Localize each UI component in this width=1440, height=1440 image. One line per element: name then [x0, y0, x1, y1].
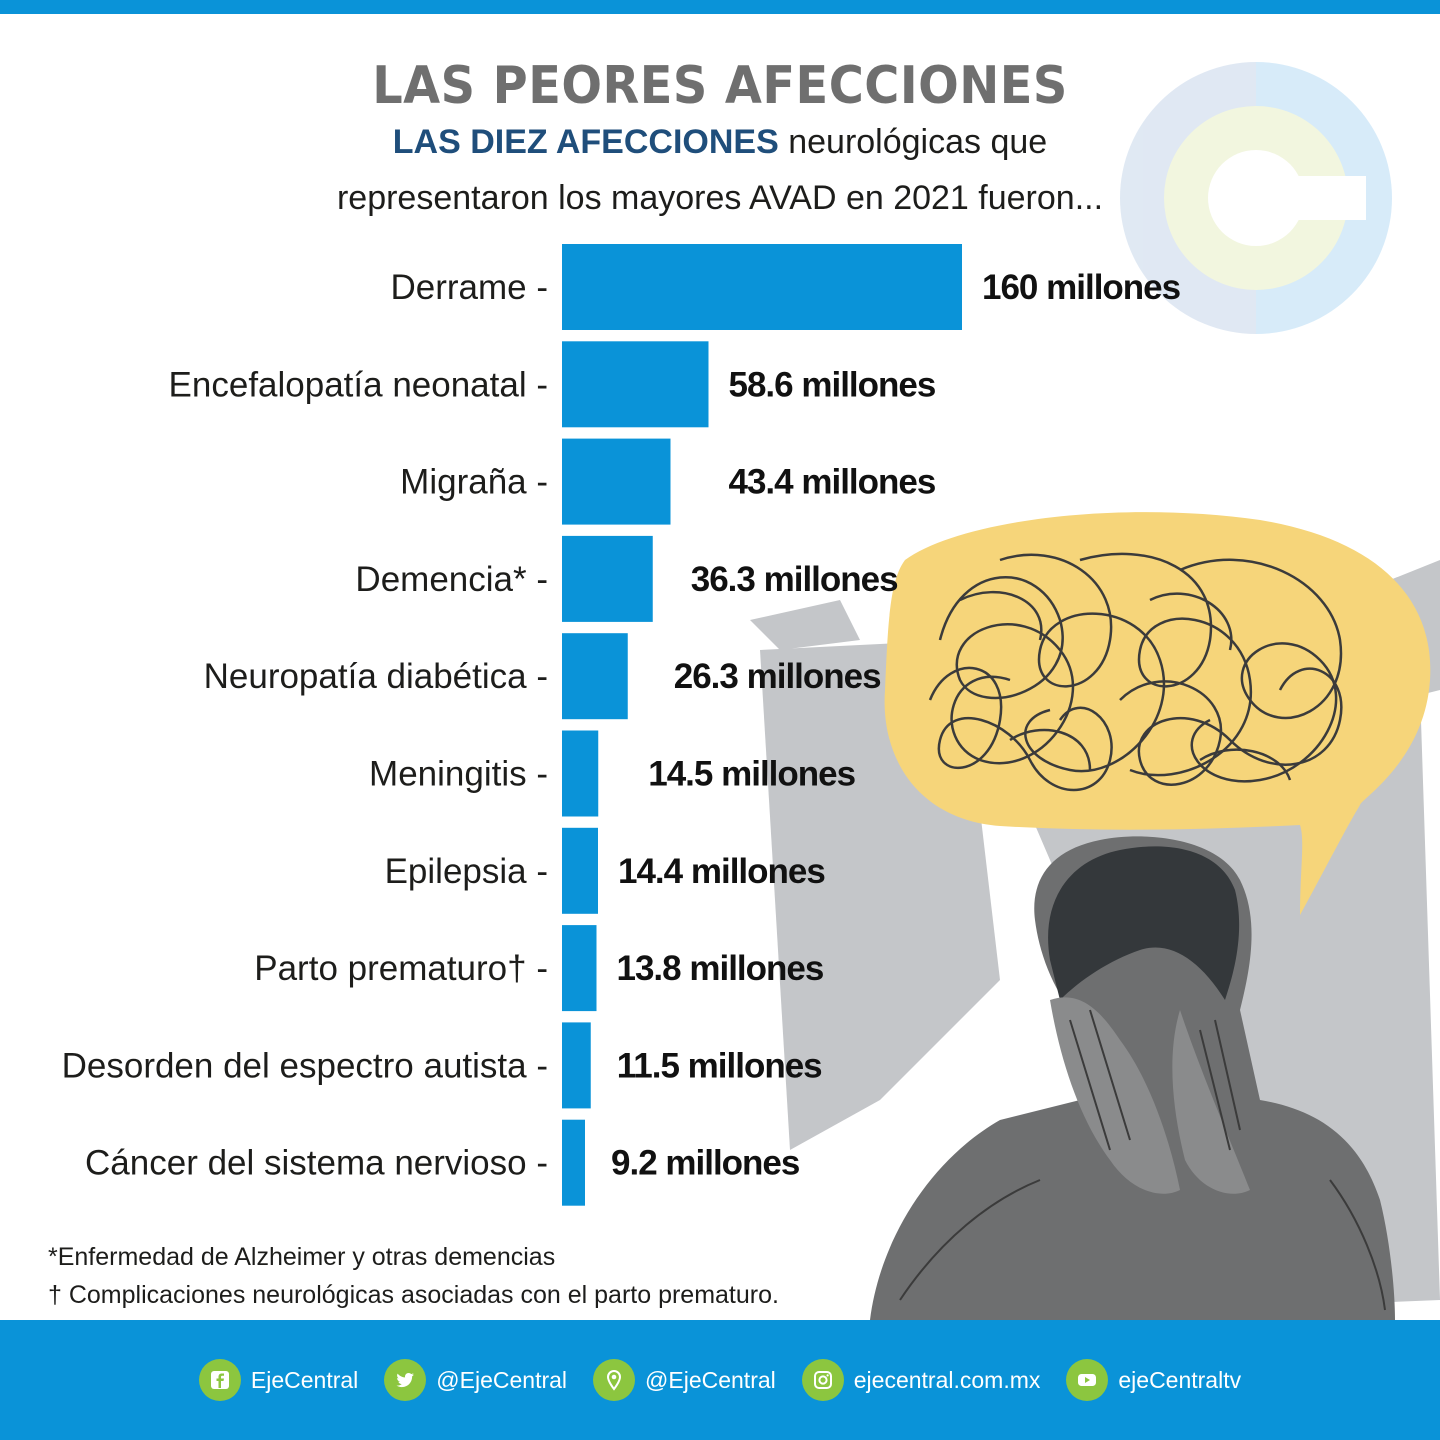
- location-pin-icon: [593, 1359, 636, 1401]
- bar-1: [562, 244, 962, 330]
- thought-bubble: [884, 512, 1431, 915]
- bar-6: [562, 730, 599, 817]
- category-label-6: Meningitis -: [369, 755, 548, 794]
- distressed-person: [870, 836, 1395, 1320]
- value-label-7: 14.4 millones: [618, 852, 825, 891]
- footnote-preterm: † Complicaciones neurológicas asociadas …: [48, 1281, 779, 1309]
- category-label-1: Derrame -: [390, 268, 548, 307]
- category-label-2: Encefalopatía neonatal -: [169, 365, 548, 404]
- social-instagram[interactable]: ejecentral.com.mx: [801, 1359, 1041, 1401]
- bar-4: [562, 535, 653, 622]
- footnote-dementia: *Enfermedad de Alzheimer y otras demenci…: [48, 1243, 556, 1271]
- subtitle-emphasis: LAS DIEZ AFECCIONES: [392, 123, 779, 161]
- category-label-9: Desorden del espectro autista -: [62, 1046, 548, 1085]
- category-label-4: Demencia* -: [355, 560, 548, 599]
- location-label: @EjeCentral: [645, 1366, 776, 1393]
- bar-7: [562, 827, 598, 914]
- social-footer: EjeCentral @EjeCentral @EjeCentral ejece…: [0, 1320, 1440, 1440]
- bar-9: [562, 1022, 591, 1109]
- subtitle-line1: neurológicas que: [778, 123, 1048, 161]
- youtube-label: ejeCentraltv: [1118, 1366, 1242, 1393]
- twitter-icon: [384, 1359, 427, 1401]
- bar-3: [562, 438, 671, 525]
- page-title: LAS PEORES AFECCIONES: [372, 56, 1068, 116]
- social-facebook[interactable]: EjeCentral: [198, 1359, 359, 1401]
- page-subtitle: LAS DIEZ AFECCIONES neurológicas que rep…: [260, 114, 1180, 226]
- bar-2: [562, 341, 709, 428]
- value-label-5: 26.3 millones: [674, 657, 881, 696]
- instagram-label: ejecentral.com.mx: [853, 1366, 1041, 1393]
- value-label-4: 36.3 millones: [691, 560, 898, 599]
- category-label-7: Epilepsia -: [385, 852, 548, 891]
- category-label-5: Neuropatía diabética -: [204, 657, 548, 696]
- value-label-2: 58.6 millones: [729, 365, 936, 404]
- value-label-9: 11.5 millones: [617, 1046, 822, 1085]
- value-label-1: 160 millones: [982, 268, 1181, 307]
- social-youtube[interactable]: ejeCentraltv: [1066, 1359, 1241, 1401]
- bar-5: [562, 633, 628, 720]
- twitter-label: @EjeCentral: [436, 1366, 568, 1393]
- facebook-label: EjeCentral: [250, 1366, 359, 1393]
- bar-10: [562, 1119, 585, 1206]
- facebook-icon: [198, 1359, 241, 1401]
- value-label-3: 43.4 millones: [729, 463, 936, 502]
- bar-8: [562, 925, 597, 1012]
- value-label-8: 13.8 millones: [617, 949, 824, 988]
- youtube-icon: [1066, 1359, 1109, 1401]
- category-label-8: Parto prematuro† -: [254, 949, 548, 988]
- instagram-icon: [801, 1359, 844, 1401]
- category-label-3: Migraña -: [400, 463, 548, 502]
- value-label-6: 14.5 millones: [648, 755, 855, 794]
- top-accent-strip: [0, 0, 1440, 14]
- social-twitter[interactable]: @EjeCentral: [384, 1359, 567, 1401]
- value-label-10: 9.2 millones: [611, 1144, 800, 1183]
- subtitle-line2: representaron los mayores AVAD en 2021 f…: [336, 179, 1104, 217]
- category-label-10: Cáncer del sistema nervioso -: [85, 1144, 548, 1183]
- social-location[interactable]: @EjeCentral: [593, 1359, 776, 1401]
- footnotes: *Enfermedad de Alzheimer y otras demenci…: [48, 1238, 779, 1314]
